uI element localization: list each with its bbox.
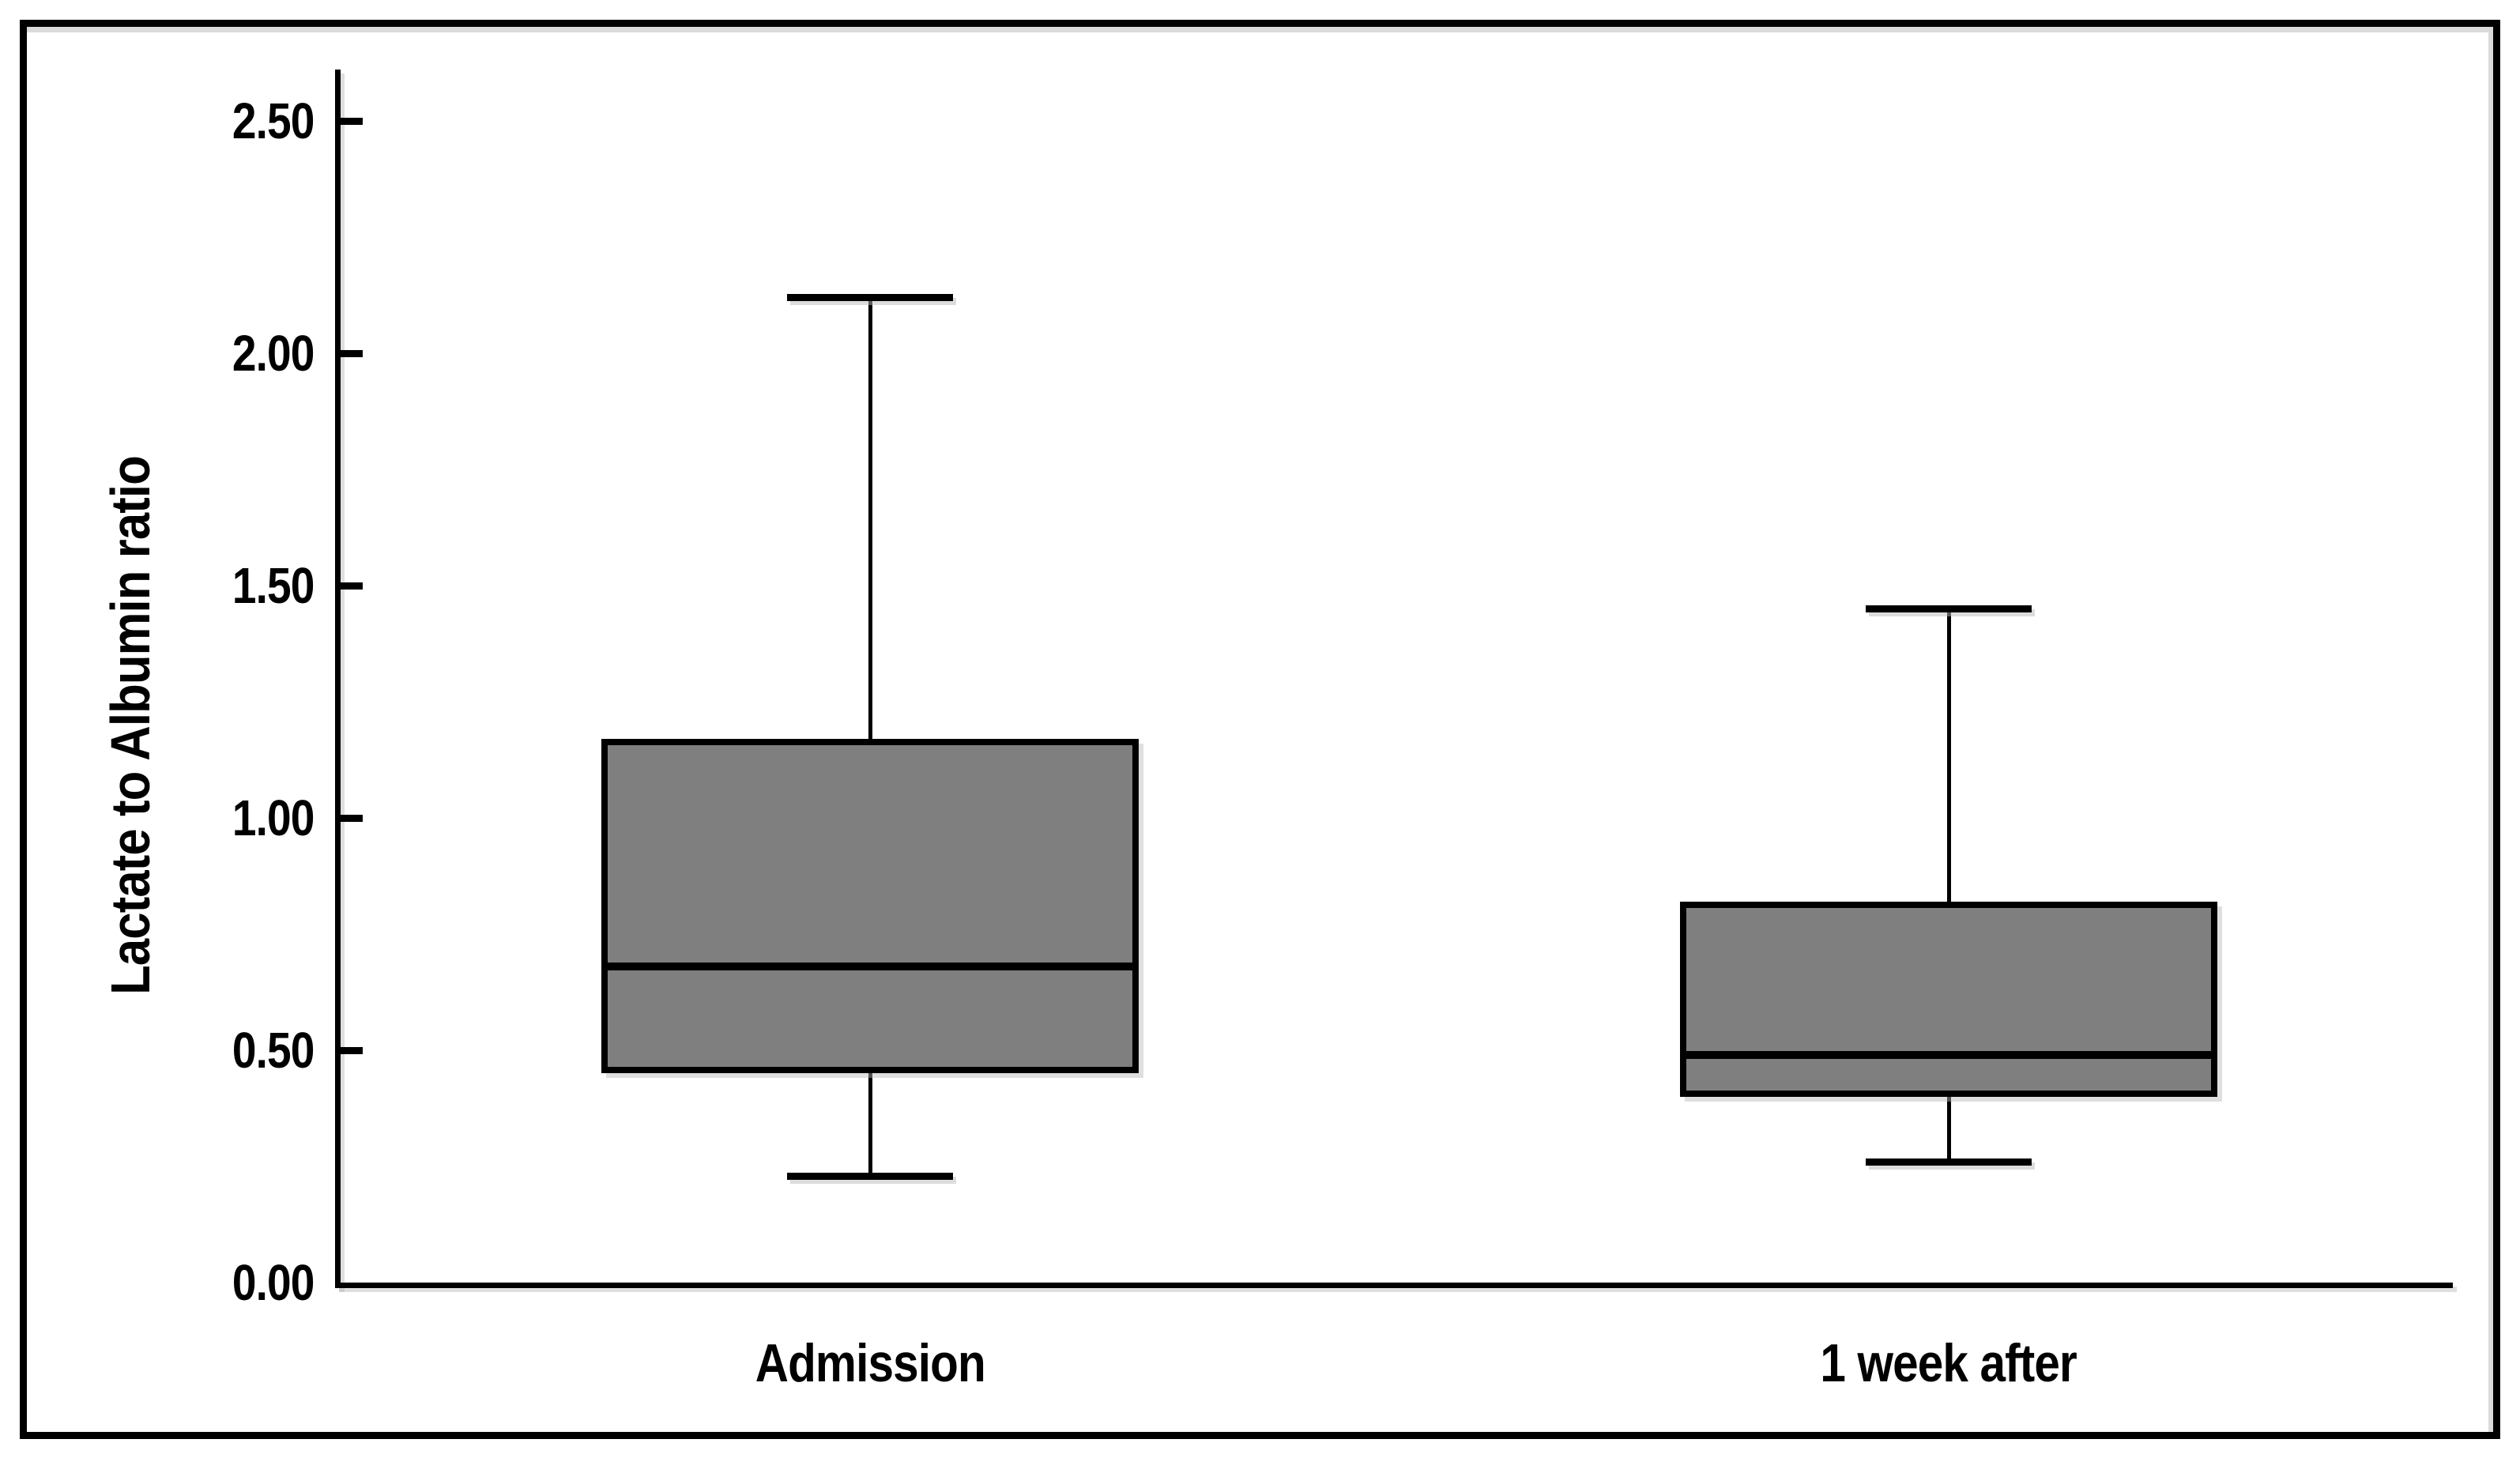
whisker-line — [868, 297, 872, 1176]
whisker-cap-bottom — [1866, 1158, 2032, 1166]
x-category-label: Admission — [755, 1333, 985, 1393]
box-1 — [601, 739, 1139, 1074]
median-line — [601, 963, 1139, 971]
median-line — [1680, 1050, 2217, 1059]
whisker-line — [1947, 608, 1951, 1162]
y-axis-line — [335, 70, 341, 1288]
y-tick-label: 2.50 — [232, 92, 315, 149]
figure-border — [20, 20, 2500, 1439]
x-axis-line — [335, 1283, 2453, 1288]
y-tick — [341, 1047, 363, 1054]
y-tick — [341, 118, 363, 125]
y-tick-label: 0.50 — [232, 1022, 315, 1079]
whisker-cap-bottom — [787, 1172, 953, 1180]
x-category-label: 1 week after — [1820, 1333, 2077, 1393]
y-tick-label: 0.00 — [232, 1254, 315, 1311]
whisker-cap-top — [1866, 605, 2032, 613]
y-tick — [341, 815, 363, 822]
y-tick — [341, 582, 363, 590]
y-tick — [341, 350, 363, 357]
y-tick-label: 2.00 — [232, 325, 315, 382]
y-axis-title: Lactate to Albumin ratio — [100, 456, 161, 995]
box-2 — [1680, 901, 2217, 1097]
whisker-cap-top — [787, 294, 953, 302]
y-tick-label: 1.50 — [232, 557, 315, 614]
y-tick-label: 1.00 — [232, 789, 315, 846]
